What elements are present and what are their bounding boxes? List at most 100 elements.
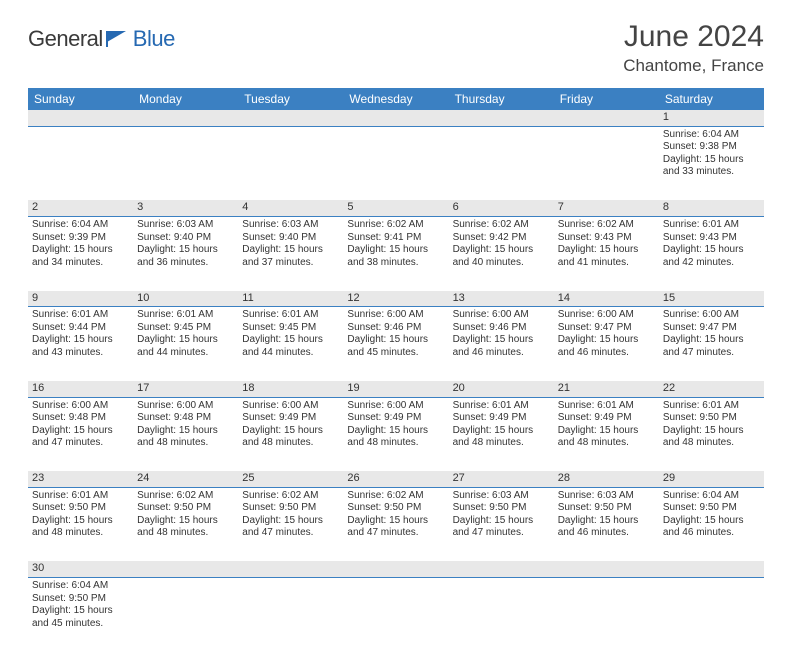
day-number-cell: 19 [343, 381, 448, 397]
sunset-line: Sunset: 9:39 PM [32, 232, 129, 245]
day-detail-cell: Sunrise: 6:00 AMSunset: 9:47 PMDaylight:… [554, 307, 659, 381]
day-detail-cell [343, 126, 448, 200]
header: General Blue June 2024 Chantome, France [28, 20, 764, 76]
sunset-line: Sunset: 9:49 PM [453, 412, 550, 425]
day-detail-cell: Sunrise: 6:00 AMSunset: 9:49 PMDaylight:… [238, 397, 343, 471]
sunset-line: Sunset: 9:40 PM [137, 232, 234, 245]
daylight-line: Daylight: 15 hours and 48 minutes. [137, 515, 234, 540]
sunset-line: Sunset: 9:50 PM [558, 502, 655, 515]
day-number-cell [133, 110, 238, 126]
sunrise-line: Sunrise: 6:00 AM [32, 400, 129, 413]
day-number-cell: 10 [133, 291, 238, 307]
daylight-line: Daylight: 15 hours and 48 minutes. [453, 425, 550, 450]
day-detail-cell [343, 578, 448, 652]
day-detail-cell: Sunrise: 6:01 AMSunset: 9:43 PMDaylight:… [659, 217, 764, 291]
daylight-line: Daylight: 15 hours and 41 minutes. [558, 244, 655, 269]
day-number-cell: 5 [343, 200, 448, 216]
brand-text-blue: Blue [133, 26, 175, 52]
sunset-line: Sunset: 9:42 PM [453, 232, 550, 245]
sunrise-line: Sunrise: 6:00 AM [347, 309, 444, 322]
daylight-line: Daylight: 15 hours and 45 minutes. [32, 605, 129, 630]
day-number-row: 30 [28, 561, 764, 577]
sunset-line: Sunset: 9:50 PM [242, 502, 339, 515]
day-detail-cell: Sunrise: 6:00 AMSunset: 9:48 PMDaylight:… [28, 397, 133, 471]
day-number-cell: 25 [238, 471, 343, 487]
daylight-line: Daylight: 15 hours and 47 minutes. [242, 515, 339, 540]
sunset-line: Sunset: 9:49 PM [347, 412, 444, 425]
title-block: June 2024 Chantome, France [623, 20, 764, 76]
daylight-line: Daylight: 15 hours and 48 minutes. [663, 425, 760, 450]
daylight-line: Daylight: 15 hours and 44 minutes. [137, 334, 234, 359]
day-number-cell: 7 [554, 200, 659, 216]
day-number-cell: 4 [238, 200, 343, 216]
sunrise-line: Sunrise: 6:03 AM [453, 490, 550, 503]
day-detail-cell [554, 578, 659, 652]
day-detail-cell: Sunrise: 6:01 AMSunset: 9:50 PMDaylight:… [28, 487, 133, 561]
sunset-line: Sunset: 9:41 PM [347, 232, 444, 245]
daylight-line: Daylight: 15 hours and 47 minutes. [663, 334, 760, 359]
daylight-line: Daylight: 15 hours and 46 minutes. [453, 334, 550, 359]
day-number-cell: 23 [28, 471, 133, 487]
sunset-line: Sunset: 9:40 PM [242, 232, 339, 245]
day-detail-cell: Sunrise: 6:03 AMSunset: 9:40 PMDaylight:… [238, 217, 343, 291]
sunrise-line: Sunrise: 6:03 AM [558, 490, 655, 503]
flag-icon [106, 29, 130, 49]
sunrise-line: Sunrise: 6:00 AM [347, 400, 444, 413]
sunrise-line: Sunrise: 6:04 AM [32, 580, 129, 593]
calendar-table: SundayMondayTuesdayWednesdayThursdayFrid… [28, 88, 764, 652]
sunrise-line: Sunrise: 6:01 AM [663, 219, 760, 232]
sunrise-line: Sunrise: 6:01 AM [32, 309, 129, 322]
day-detail-cell [554, 126, 659, 200]
sunrise-line: Sunrise: 6:01 AM [32, 490, 129, 503]
sunset-line: Sunset: 9:43 PM [663, 232, 760, 245]
daylight-line: Daylight: 15 hours and 48 minutes. [137, 425, 234, 450]
day-detail-row: Sunrise: 6:04 AMSunset: 9:39 PMDaylight:… [28, 217, 764, 291]
sunset-line: Sunset: 9:46 PM [347, 322, 444, 335]
sunrise-line: Sunrise: 6:01 AM [453, 400, 550, 413]
day-detail-cell: Sunrise: 6:02 AMSunset: 9:50 PMDaylight:… [133, 487, 238, 561]
sunrise-line: Sunrise: 6:02 AM [453, 219, 550, 232]
day-number-cell: 1 [659, 110, 764, 126]
day-detail-cell: Sunrise: 6:02 AMSunset: 9:41 PMDaylight:… [343, 217, 448, 291]
sunrise-line: Sunrise: 6:01 AM [558, 400, 655, 413]
day-number-cell [133, 561, 238, 577]
sunrise-line: Sunrise: 6:03 AM [242, 219, 339, 232]
sunset-line: Sunset: 9:48 PM [32, 412, 129, 425]
page-title: June 2024 [623, 20, 764, 54]
day-number-row: 23242526272829 [28, 471, 764, 487]
daylight-line: Daylight: 15 hours and 43 minutes. [32, 334, 129, 359]
day-number-cell [343, 561, 448, 577]
sunrise-line: Sunrise: 6:04 AM [663, 129, 760, 142]
day-detail-cell: Sunrise: 6:01 AMSunset: 9:50 PMDaylight:… [659, 397, 764, 471]
brand-logo: General Blue [28, 20, 175, 52]
day-number-cell [449, 110, 554, 126]
day-number-cell: 16 [28, 381, 133, 397]
day-detail-cell [238, 578, 343, 652]
day-detail-cell [238, 126, 343, 200]
day-number-cell [554, 110, 659, 126]
day-detail-cell: Sunrise: 6:04 AMSunset: 9:38 PMDaylight:… [659, 126, 764, 200]
sunrise-line: Sunrise: 6:00 AM [137, 400, 234, 413]
day-number-row: 16171819202122 [28, 381, 764, 397]
day-number-cell: 21 [554, 381, 659, 397]
day-number-cell [343, 110, 448, 126]
day-detail-cell: Sunrise: 6:00 AMSunset: 9:48 PMDaylight:… [133, 397, 238, 471]
weekday-header: Monday [133, 88, 238, 110]
daylight-line: Daylight: 15 hours and 48 minutes. [347, 425, 444, 450]
daylight-line: Daylight: 15 hours and 38 minutes. [347, 244, 444, 269]
sunset-line: Sunset: 9:47 PM [663, 322, 760, 335]
day-detail-cell: Sunrise: 6:02 AMSunset: 9:50 PMDaylight:… [343, 487, 448, 561]
day-detail-cell: Sunrise: 6:01 AMSunset: 9:49 PMDaylight:… [449, 397, 554, 471]
day-number-cell: 28 [554, 471, 659, 487]
day-detail-cell: Sunrise: 6:00 AMSunset: 9:46 PMDaylight:… [449, 307, 554, 381]
day-detail-cell [449, 578, 554, 652]
weekday-header: Tuesday [238, 88, 343, 110]
day-number-cell [238, 110, 343, 126]
daylight-line: Daylight: 15 hours and 34 minutes. [32, 244, 129, 269]
weekday-header: Saturday [659, 88, 764, 110]
day-detail-row: Sunrise: 6:01 AMSunset: 9:44 PMDaylight:… [28, 307, 764, 381]
day-detail-cell: Sunrise: 6:04 AMSunset: 9:50 PMDaylight:… [28, 578, 133, 652]
day-number-cell: 8 [659, 200, 764, 216]
day-number-cell: 17 [133, 381, 238, 397]
daylight-line: Daylight: 15 hours and 40 minutes. [453, 244, 550, 269]
